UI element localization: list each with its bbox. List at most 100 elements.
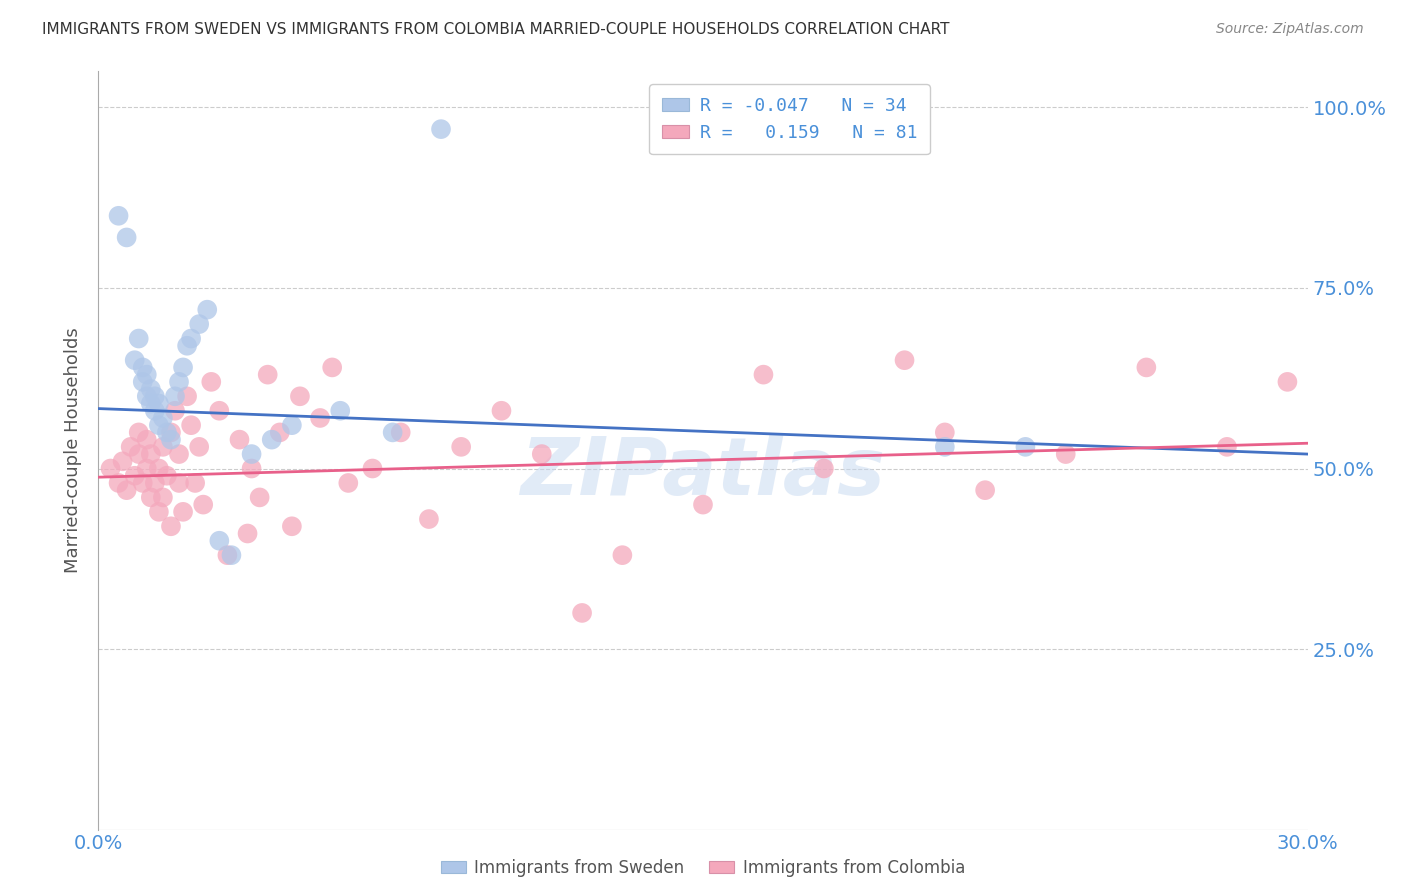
Point [260,433,283,447]
Point [172,505,194,519]
Point [148,396,170,410]
Point [132,375,155,389]
Point [813,461,835,475]
Point [692,498,714,512]
Point [337,475,360,490]
Point [193,498,215,512]
Point [281,519,304,533]
Point [236,526,259,541]
Point [571,606,593,620]
Point [107,475,129,490]
Legend: R = -0.047   N = 34, R =   0.159   N = 81: R = -0.047 N = 34, R = 0.159 N = 81 [650,84,929,154]
Point [163,389,186,403]
Point [143,389,166,403]
Point [217,548,239,562]
Point [132,360,155,375]
Point [156,468,179,483]
Point [139,447,162,461]
Y-axis label: Married-couple Households: Married-couple Households [65,327,83,574]
Point [128,447,150,461]
Point [491,403,513,417]
Point [269,425,291,440]
Point [152,411,174,425]
Point [124,353,146,368]
Point [139,491,162,505]
Point [180,332,202,346]
Point [288,389,311,403]
Point [135,433,157,447]
Point [221,548,243,562]
Point [148,505,170,519]
Point [135,389,157,403]
Point [188,440,211,454]
Point [128,425,150,440]
Point [381,425,404,440]
Point [188,317,211,331]
Point [163,403,186,417]
Point [148,418,170,433]
Point [115,483,138,498]
Point [135,461,157,475]
Point [208,403,231,417]
Point [389,425,412,440]
Point [1135,360,1157,375]
Point [430,122,453,136]
Point [309,411,332,425]
Point [893,353,915,368]
Point [200,375,222,389]
Point [450,440,472,454]
Point [329,403,352,417]
Point [256,368,278,382]
Point [135,368,157,382]
Text: Source: ZipAtlas.com: Source: ZipAtlas.com [1216,22,1364,37]
Point [148,461,170,475]
Point [1014,440,1036,454]
Point [167,447,190,461]
Point [132,475,155,490]
Point [195,302,218,317]
Point [139,396,162,410]
Point [240,447,263,461]
Point [167,475,190,490]
Point [143,403,166,417]
Point [167,375,190,389]
Point [111,454,134,468]
Point [1277,375,1299,389]
Point [128,332,150,346]
Point [321,360,343,375]
Point [172,360,194,375]
Point [281,418,304,433]
Point [115,230,138,244]
Text: IMMIGRANTS FROM SWEDEN VS IMMIGRANTS FROM COLOMBIA MARRIED-COUPLE HOUSEHOLDS COR: IMMIGRANTS FROM SWEDEN VS IMMIGRANTS FRO… [42,22,949,37]
Point [752,368,775,382]
Point [152,491,174,505]
Point [418,512,440,526]
Point [1216,440,1239,454]
Point [160,425,183,440]
Point [143,475,166,490]
Point [100,461,122,475]
Point [249,491,271,505]
Point [180,418,202,433]
Point [612,548,634,562]
Point [152,440,174,454]
Point [228,433,250,447]
Point [124,468,146,483]
Point [176,389,198,403]
Point [361,461,384,475]
Legend: Immigrants from Sweden, Immigrants from Colombia: Immigrants from Sweden, Immigrants from … [434,853,972,884]
Point [107,209,129,223]
Point [934,440,956,454]
Text: ZIPatlas: ZIPatlas [520,434,886,512]
Point [240,461,263,475]
Point [160,519,183,533]
Point [208,533,231,548]
Point [139,382,162,396]
Point [156,425,179,440]
Point [184,475,207,490]
Point [1054,447,1077,461]
Point [934,425,956,440]
Point [530,447,553,461]
Point [176,339,198,353]
Point [974,483,997,498]
